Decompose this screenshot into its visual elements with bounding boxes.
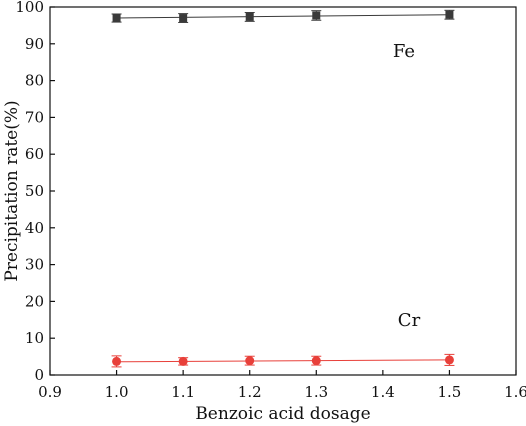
data-point-cr [245,356,255,366]
x-tick-label: 1.3 [304,383,328,401]
y-axis: 0 10 20 30 40 50 60 70 80 90 100 [15,0,55,384]
y-tick-label: 20 [25,292,44,310]
x-axis-title: Benzoic acid dosage [195,404,370,424]
y-tick-label: 100 [15,0,44,16]
x-tick-label: 0.9 [38,383,62,401]
x-axis: 0.9 1.0 1.1 1.2 1.3 1.4 1.5 1.6 [38,370,526,401]
series-line-fe [116,14,450,19]
y-tick-label: 80 [25,72,44,90]
plot-area-frame [49,6,517,376]
y-tick-label: 60 [25,145,44,163]
x-tick-label: 1.4 [371,383,395,401]
data-point-fe [312,11,321,20]
data-point-cr [178,356,188,366]
data-point-fe [445,10,454,19]
y-axis-title: Precipitation rate(%) [2,100,22,281]
data-point-cr [112,356,122,366]
series-label-cr: Cr [398,310,421,331]
y-tick-label: 30 [25,256,44,274]
x-tick-label: 1.5 [437,383,461,401]
y-tick-label: 40 [25,219,44,237]
data-point-fe [245,12,254,21]
y-tick-label: 90 [25,35,44,53]
y-tick-label: 0 [34,366,44,384]
data-point-cr [444,355,454,365]
x-tick-label: 1.1 [171,383,195,401]
x-tick-label: 1.0 [105,383,129,401]
data-point-fe [179,14,188,23]
series-label-fe: Fe [393,41,415,62]
series-layer [111,9,455,368]
y-tick-label: 70 [25,108,44,126]
data-point-cr [311,356,321,366]
data-point-fe [112,14,121,23]
x-tick-label: 1.6 [504,383,526,401]
x-tick-label: 1.2 [238,383,262,401]
series-line-cr [116,359,450,363]
y-tick-label: 50 [25,182,44,200]
y-tick-label: 10 [25,329,44,347]
